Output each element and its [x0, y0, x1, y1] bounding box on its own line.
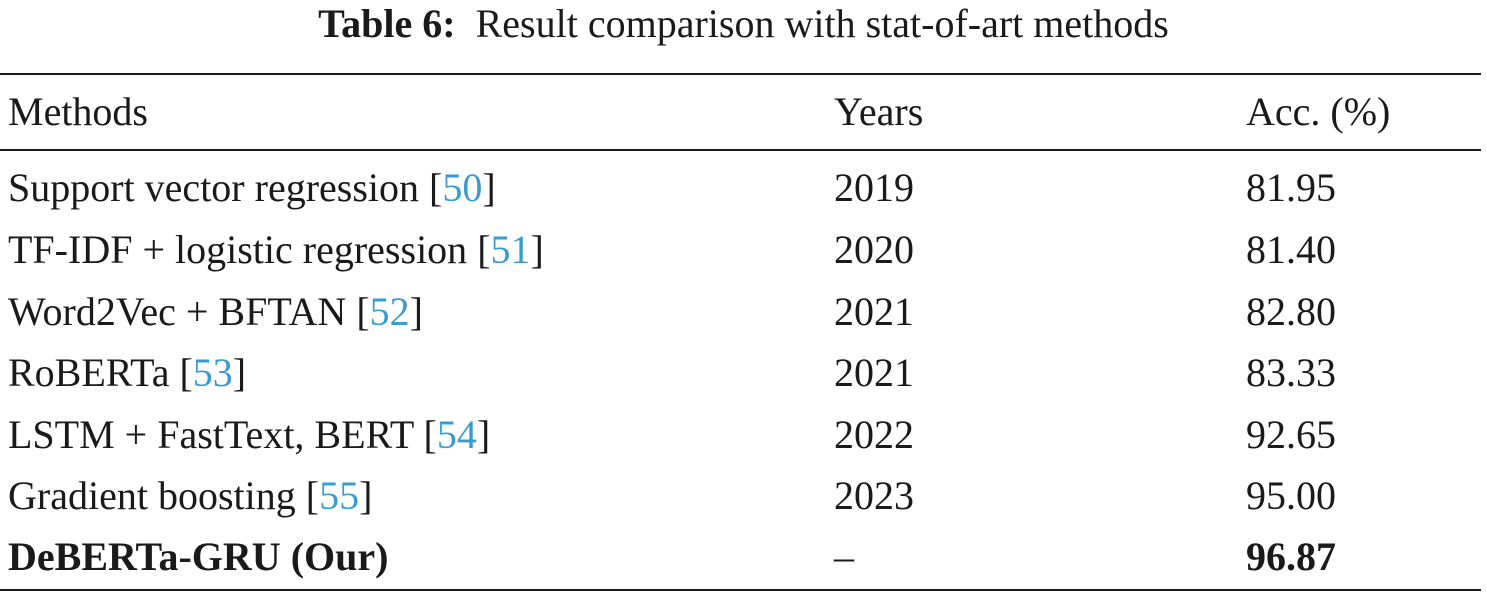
citation-link[interactable]: 53: [192, 350, 233, 395]
citation-link[interactable]: 55: [319, 473, 360, 518]
year-cell: 2023: [834, 473, 914, 518]
header-rule: [0, 149, 1481, 151]
acc-cell: 81.95: [1246, 165, 1336, 210]
method-cell: Word2Vec + BFTAN [52]: [8, 289, 423, 334]
table-row: Support vector regression [50] 2019 81.9…: [0, 158, 1481, 218]
citation-link[interactable]: 50: [442, 165, 483, 210]
acc-cell: 95.00: [1246, 473, 1336, 518]
top-rule: [0, 73, 1481, 75]
acc-cell: 82.80: [1246, 289, 1336, 334]
citation-link[interactable]: 52: [369, 289, 410, 334]
year-cell: 2022: [834, 412, 914, 457]
table-caption: Table 6: Result comparison with stat-of-…: [0, 0, 1487, 48]
year-cell: 2021: [834, 289, 914, 334]
method-name: DeBERTa-GRU (Our): [8, 534, 389, 579]
header-methods: Methods: [8, 89, 148, 134]
table-row-ours: DeBERTa-GRU (Our) – 96.87: [0, 527, 1481, 587]
method-name: Support vector regression: [8, 165, 420, 210]
table-row: TF-IDF + logistic regression [51] 2020 8…: [0, 220, 1481, 280]
acc-cell: 92.65: [1246, 412, 1336, 457]
method-name: RoBERTa: [8, 350, 170, 395]
table-label: Table 6:: [318, 1, 456, 46]
header-years: Years: [834, 89, 924, 134]
year-cell: –: [834, 534, 854, 579]
bottom-rule: [0, 589, 1481, 591]
method-cell: Support vector regression [50]: [8, 165, 496, 210]
citation-link[interactable]: 54: [436, 412, 477, 457]
table-row: Word2Vec + BFTAN [52] 2021 82.80: [0, 282, 1481, 342]
table-row: LSTM + FastText, BERT [54] 2022 92.65: [0, 405, 1481, 465]
method-name: Word2Vec + BFTAN: [8, 289, 347, 334]
acc-cell: 96.87: [1246, 534, 1336, 579]
acc-cell: 81.40: [1246, 227, 1336, 272]
method-name: Gradient boosting: [8, 473, 296, 518]
method-name: TF-IDF + logistic regression: [8, 227, 468, 272]
method-cell: RoBERTa [53]: [8, 350, 247, 395]
header-row: Methods Years Acc. (%): [0, 82, 1481, 142]
method-cell: LSTM + FastText, BERT [54]: [8, 412, 491, 457]
method-cell: Gradient boosting [55]: [8, 473, 373, 518]
method-name: LSTM + FastText, BERT: [8, 412, 414, 457]
year-cell: 2019: [834, 165, 914, 210]
header-acc: Acc. (%): [1246, 89, 1391, 134]
year-cell: 2021: [834, 350, 914, 395]
year-cell: 2020: [834, 227, 914, 272]
method-cell: TF-IDF + logistic regression [51]: [8, 227, 544, 272]
citation-link[interactable]: 51: [490, 227, 531, 272]
table-row: Gradient boosting [55] 2023 95.00: [0, 466, 1481, 526]
acc-cell: 83.33: [1246, 350, 1336, 395]
table-row: RoBERTa [53] 2021 83.33: [0, 343, 1481, 403]
table-title: Result comparison with stat-of-art metho…: [475, 1, 1169, 46]
